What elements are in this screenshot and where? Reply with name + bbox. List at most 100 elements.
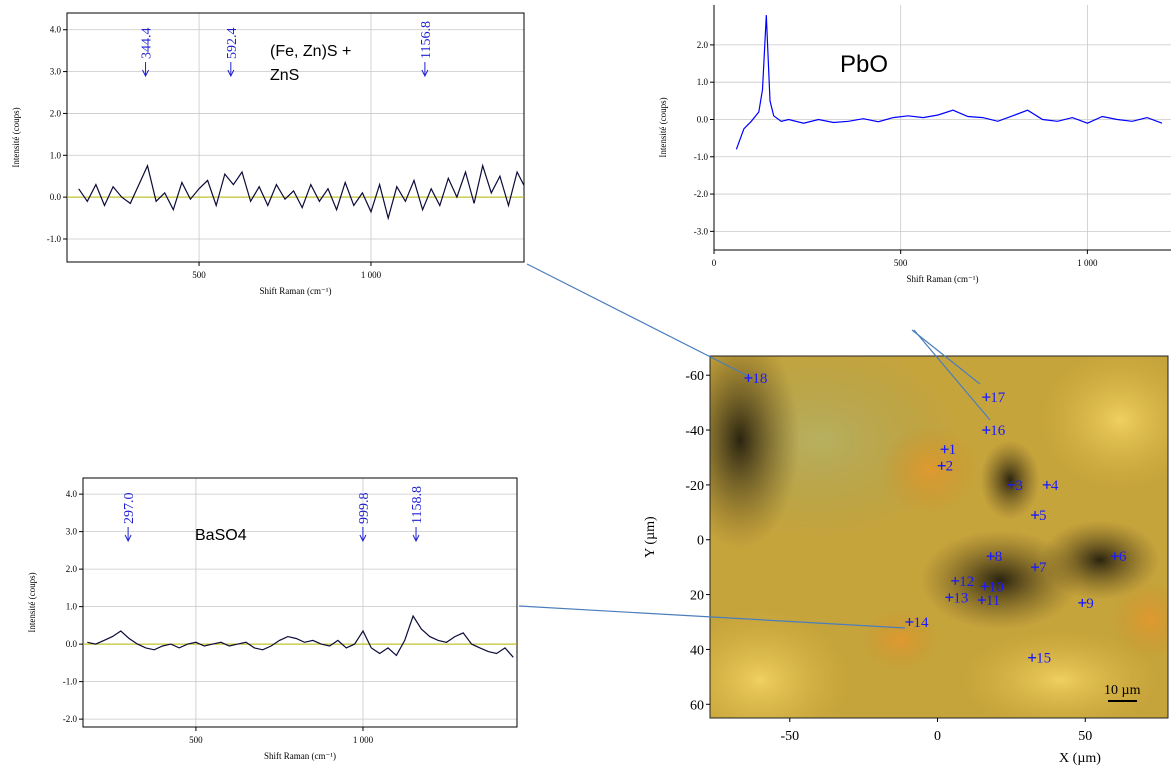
y-tick-label: 60 [690, 698, 704, 713]
micrograph [710, 356, 1168, 718]
point-marker [951, 576, 960, 585]
spectrum-line [87, 614, 514, 658]
peak-arrowhead [359, 534, 367, 543]
x-tick-label: 50 [1078, 729, 1092, 744]
spectrum-panel: 2.0 1.0 0.0 -1.0 -2.0 -3.0 0 500 1 000 PbO Shift R… [658, 5, 1171, 284]
x-tick-label: 1 000 [361, 270, 382, 280]
point-marker [905, 618, 914, 627]
x-axis-label: Shift Raman (cm⁻¹) [907, 274, 979, 284]
annotation: (Fe, Zn)S + [270, 43, 351, 60]
point-marker [1042, 480, 1051, 489]
connectors [518, 263, 991, 629]
x-axis-label: X (µm) [1059, 751, 1101, 766]
peak-label: 344.4 [140, 28, 155, 60]
point-label: 13 [953, 590, 968, 606]
y-tick-label: -1.0 [63, 677, 78, 687]
plot-frame [66, 12, 525, 263]
point-label: 9 [1086, 596, 1094, 612]
y-tick-label: 1.0 [66, 602, 78, 612]
y-tick-label: 2.0 [66, 564, 78, 574]
map-frame [709, 355, 1169, 719]
y-tick-label: 4.0 [66, 489, 78, 499]
y-tick-label: 3.0 [66, 527, 78, 537]
y-tick-label: 0.0 [697, 114, 709, 124]
point-label: 8 [995, 549, 1003, 565]
y-tick-label: 20 [690, 589, 704, 604]
peak-arrowhead [412, 534, 420, 543]
point-label: 4 [1051, 478, 1059, 494]
annotation: ZnS [270, 67, 299, 84]
point-marker [1031, 563, 1040, 572]
point-marker [940, 445, 949, 454]
x-axis-label: Shift Raman (cm⁻¹) [264, 751, 336, 761]
point-label: 5 [1039, 508, 1047, 524]
point-marker [1028, 653, 1037, 662]
point-marker [1110, 552, 1119, 561]
point-label: 17 [990, 390, 1006, 406]
point-marker [1007, 480, 1016, 489]
y-tick-label: 0 [697, 534, 704, 549]
y-axis-label: Intensité (coups) [27, 572, 37, 632]
y-tick-label: 40 [690, 643, 704, 658]
point-marker [986, 552, 995, 561]
point-marker [1031, 511, 1040, 520]
point-marker [744, 373, 753, 382]
y-tick-label: -20 [685, 479, 704, 494]
y-tick-label: 0.0 [66, 639, 78, 649]
y-tick-label: -1.0 [47, 234, 62, 244]
point-label: 1 [949, 442, 957, 458]
y-tick-label: -60 [685, 369, 704, 384]
peak-label: 297.0 [122, 493, 137, 525]
y-tick-label: 0.0 [50, 192, 62, 202]
x-axis-label: Shift Raman (cm⁻¹) [260, 286, 332, 296]
point-marker [945, 593, 954, 602]
y-tick-label: -2.0 [63, 714, 78, 724]
y-tick-label: -3.0 [694, 226, 709, 236]
x-tick-label: 0 [934, 729, 941, 744]
x-tick-label: 0 [712, 258, 717, 268]
x-tick-label: 1 000 [1077, 258, 1098, 268]
peak-arrowhead [421, 69, 429, 78]
y-tick-label: 3.0 [50, 67, 62, 77]
point-label: 6 [1119, 549, 1127, 565]
y-axis-label: Intensité (coups) [658, 97, 668, 157]
point-label: 16 [990, 423, 1006, 439]
peak-label: 1158.8 [410, 486, 425, 524]
point-marker [1078, 598, 1087, 607]
scale-bar-label: 10 µm [1104, 683, 1141, 698]
y-tick-label: -2.0 [694, 189, 709, 199]
spectrum-line [735, 15, 1163, 150]
spectrum-panel: 4.0 3.0 2.0 1.0 0.0 -1.0 500 1 000 344.4 592.4 115… [11, 12, 525, 296]
point-label: 12 [959, 574, 974, 590]
spectrum-panel: 4.0 3.0 2.0 1.0 0.0 -1.0 -2.0 500 1 000 297.0 999.… [27, 477, 518, 761]
point-label: 10 [989, 579, 1004, 595]
point-marker [980, 582, 989, 591]
y-tick-label: 4.0 [50, 25, 62, 35]
peak-arrowhead [142, 69, 149, 78]
y-axis-label: Intensité (coups) [11, 107, 21, 167]
peak-arrowhead [227, 69, 235, 78]
point-marker [977, 596, 986, 605]
x-tick-label: -50 [780, 729, 799, 744]
y-axis-label: Y (µm) [643, 516, 658, 558]
x-tick-label: 1 000 [353, 735, 374, 745]
plot-frame [82, 477, 518, 728]
point-marker [937, 461, 946, 470]
point-marker [982, 393, 991, 402]
point-label: 2 [946, 459, 954, 475]
y-tick-label: 2.0 [697, 40, 709, 50]
y-tick-label: -1.0 [694, 152, 709, 162]
point-label: 3 [1015, 478, 1023, 494]
point-label: 15 [1036, 651, 1051, 667]
y-tick-label: 2.0 [50, 108, 62, 118]
x-tick-label: 500 [189, 735, 203, 745]
y-tick-label: 1.0 [697, 77, 709, 87]
x-tick-label: 500 [894, 258, 908, 268]
peak-label: 999.8 [357, 493, 372, 525]
y-tick-label: -40 [685, 424, 704, 439]
peak-label: 1156.8 [419, 21, 434, 59]
annotation: PbO [840, 51, 888, 78]
point-label: 18 [752, 371, 767, 387]
point-label: 7 [1039, 560, 1047, 576]
